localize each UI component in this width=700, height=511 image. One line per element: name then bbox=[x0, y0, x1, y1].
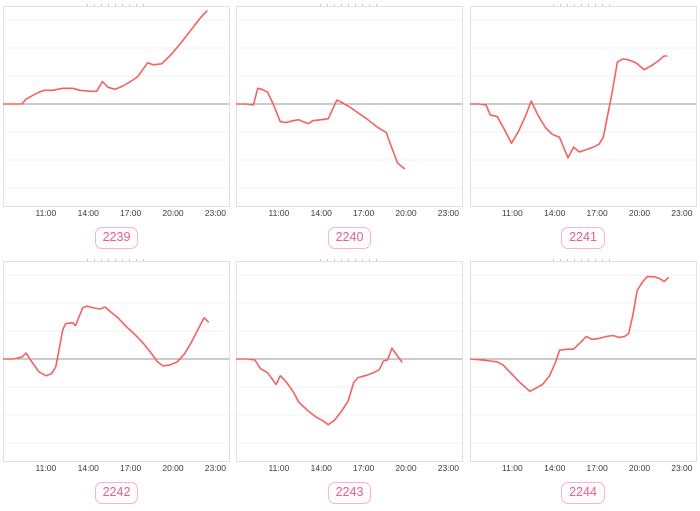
x-axis-labels: 11:00 14:00 17:00 20:00 23:00 bbox=[236, 462, 463, 475]
x-axis-labels: 11:00 14:00 17:00 20:00 23:00 bbox=[470, 207, 697, 220]
x-axis-tick-label: 11:00 bbox=[268, 208, 290, 218]
line-chart-plot bbox=[236, 261, 463, 462]
series-line bbox=[236, 347, 403, 426]
plot-border bbox=[469, 6, 697, 207]
x-axis-tick-label: 23:00 bbox=[204, 208, 227, 218]
x-axis-tick-label: 11:00 bbox=[502, 463, 523, 473]
clipped-chart-title bbox=[319, 1, 380, 6]
chart-id-badge[interactable]: 2241 bbox=[561, 227, 605, 249]
series-line bbox=[3, 305, 210, 377]
x-axis-tick-label: 14:00 bbox=[77, 463, 99, 473]
series-line bbox=[469, 275, 669, 393]
x-axis-tick-label: 17:00 bbox=[586, 463, 608, 473]
x-axis-tick-label: 20:00 bbox=[395, 463, 417, 473]
plot-border bbox=[3, 261, 230, 462]
x-axis-tick-label: 17:00 bbox=[586, 208, 608, 218]
chart-cell: 11:00 14:00 17:00 20:00 23:00 2242 bbox=[0, 255, 233, 511]
line-chart-plot bbox=[236, 6, 463, 207]
chart-id-badge[interactable]: 2244 bbox=[561, 482, 605, 504]
line-chart-plot bbox=[469, 261, 697, 462]
x-axis-tick-label: 17:00 bbox=[119, 463, 142, 473]
chart-cell: 11:00 14:00 17:00 20:00 23:00 2240 bbox=[233, 0, 466, 255]
clipped-chart-title bbox=[553, 256, 613, 261]
plot-border bbox=[236, 6, 463, 207]
chart-cell: 11:00 14:00 17:00 20:00 23:00 2244 bbox=[466, 255, 700, 511]
clipped-chart-title bbox=[86, 1, 147, 6]
series-line bbox=[236, 87, 406, 170]
x-axis-tick-label: 20:00 bbox=[162, 208, 184, 218]
x-axis-tick-label: 23:00 bbox=[671, 208, 693, 218]
x-axis-tick-label: 17:00 bbox=[119, 208, 142, 218]
x-axis-labels: 11:00 14:00 17:00 20:00 23:00 bbox=[3, 462, 230, 475]
x-axis-tick-label: 14:00 bbox=[544, 463, 566, 473]
x-axis-tick-label: 23:00 bbox=[204, 463, 227, 473]
series-line bbox=[3, 10, 208, 105]
x-axis-tick-label: 23:00 bbox=[671, 463, 693, 473]
x-axis-labels: 11:00 14:00 17:00 20:00 23:00 bbox=[470, 462, 697, 475]
plot-border bbox=[236, 261, 463, 462]
chart-id-badge[interactable]: 2243 bbox=[327, 482, 372, 504]
x-axis-tick-label: 11:00 bbox=[35, 463, 57, 473]
plot-border bbox=[3, 6, 230, 207]
chart-id-badge[interactable]: 2240 bbox=[327, 227, 372, 249]
clipped-chart-title bbox=[553, 1, 613, 6]
series-line bbox=[469, 55, 668, 159]
x-axis-tick-label: 14:00 bbox=[310, 208, 332, 218]
x-axis-tick-label: 17:00 bbox=[352, 208, 375, 218]
x-axis-tick-label: 20:00 bbox=[628, 463, 651, 473]
x-axis-labels: 11:00 14:00 17:00 20:00 23:00 bbox=[3, 207, 230, 220]
x-axis-tick-label: 23:00 bbox=[437, 463, 460, 473]
line-chart-plot bbox=[3, 261, 230, 462]
x-axis-tick-label: 23:00 bbox=[437, 208, 460, 218]
x-axis-tick-label: 20:00 bbox=[395, 208, 417, 218]
x-axis-tick-label: 17:00 bbox=[352, 463, 375, 473]
clipped-chart-title bbox=[86, 256, 147, 261]
x-axis-tick-label: 14:00 bbox=[310, 463, 332, 473]
chart-cell: 11:00 14:00 17:00 20:00 23:00 2239 bbox=[0, 0, 233, 255]
x-axis-tick-label: 14:00 bbox=[77, 208, 99, 218]
chart-id-badge[interactable]: 2239 bbox=[94, 227, 139, 249]
chart-cell: 11:00 14:00 17:00 20:00 23:00 2243 bbox=[233, 255, 466, 511]
x-axis-tick-label: 14:00 bbox=[544, 208, 566, 218]
chart-cell: 11:00 14:00 17:00 20:00 23:00 2241 bbox=[466, 0, 700, 255]
line-chart-plot bbox=[3, 6, 230, 207]
x-axis-tick-label: 20:00 bbox=[162, 463, 184, 473]
line-chart-plot bbox=[469, 6, 697, 207]
clipped-chart-title bbox=[319, 256, 380, 261]
plot-border bbox=[469, 261, 697, 462]
x-axis-tick-label: 11:00 bbox=[268, 463, 290, 473]
x-axis-tick-label: 11:00 bbox=[502, 208, 523, 218]
x-axis-tick-label: 11:00 bbox=[35, 208, 57, 218]
x-axis-tick-label: 20:00 bbox=[628, 208, 651, 218]
x-axis-labels: 11:00 14:00 17:00 20:00 23:00 bbox=[236, 207, 463, 220]
chart-id-badge[interactable]: 2242 bbox=[94, 482, 139, 504]
